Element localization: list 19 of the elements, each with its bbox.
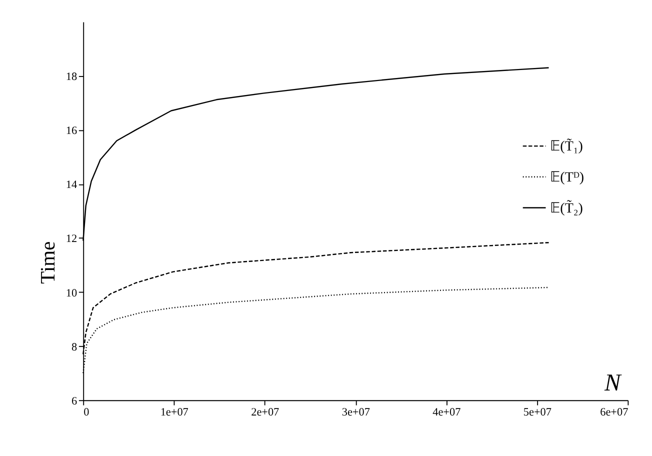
x-tick-label: 3e+07 [342, 406, 370, 419]
x-tick-label: 6e+07 [600, 406, 629, 419]
y-tick-label: 16 [66, 125, 78, 138]
y-tick-label: 12 [66, 233, 78, 246]
legend-label: 𝔼(Tᴰ) [550, 170, 584, 186]
x-tick-label: 2e+07 [251, 406, 280, 419]
y-tick-label: 10 [66, 287, 78, 300]
x-tick-label: 4e+07 [432, 406, 462, 419]
x-tick-label: 1e+07 [160, 406, 189, 419]
legend-label: 𝔼(T̃₁) [550, 138, 584, 155]
y-tick-label: 18 [66, 71, 78, 84]
y-tick-label: 8 [71, 341, 78, 354]
x-tick-label: 5e+07 [523, 406, 552, 419]
y-tick-label: 6 [71, 395, 78, 408]
x-axis-title: N [604, 369, 623, 396]
x-tick-label: 0 [84, 406, 90, 419]
y-tick-label: 14 [66, 179, 78, 192]
legend-label: 𝔼(T̃₂) [550, 200, 584, 216]
y-axis-title: Time [38, 241, 60, 284]
